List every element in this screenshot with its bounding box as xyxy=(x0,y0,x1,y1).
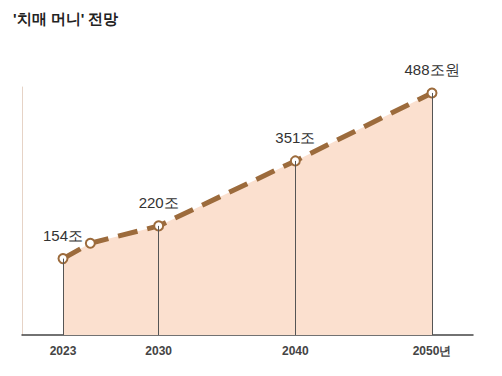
svg-text:154조: 154조 xyxy=(43,227,83,244)
svg-text:2050년: 2050년 xyxy=(413,344,452,358)
svg-text:2030: 2030 xyxy=(145,344,172,358)
svg-text:'치매 머니' 전망: '치매 머니' 전망 xyxy=(13,10,118,27)
svg-text:351조: 351조 xyxy=(275,129,315,146)
svg-text:2023: 2023 xyxy=(50,344,77,358)
svg-text:2040: 2040 xyxy=(282,344,309,358)
svg-text:220조: 220조 xyxy=(139,194,179,211)
svg-text:488조원: 488조원 xyxy=(404,61,459,78)
